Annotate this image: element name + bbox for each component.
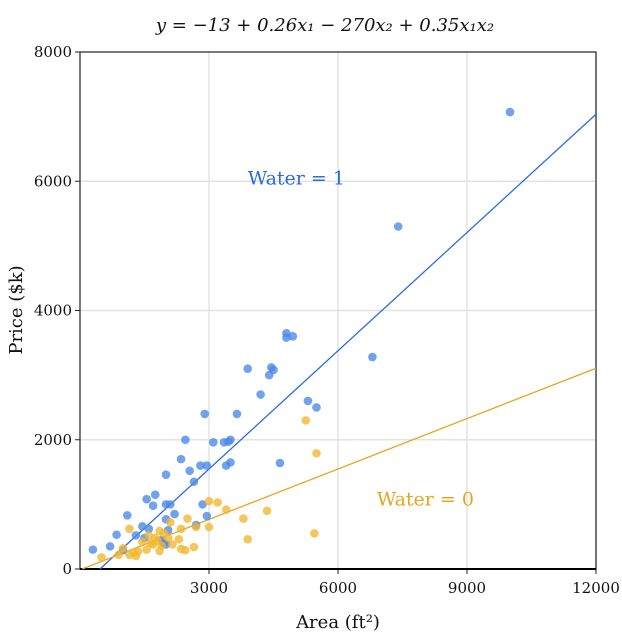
data-point <box>310 529 319 538</box>
series-annotation: Water = 1 <box>248 167 345 189</box>
data-point <box>150 490 160 499</box>
data-point <box>221 461 231 470</box>
data-point <box>301 416 311 425</box>
chart-title: y = −13 + 0.26x₁ − 270x₂ + 0.35x₁x₂ <box>155 15 494 36</box>
data-point <box>183 514 192 523</box>
x-tick-label: 9000 <box>448 579 486 597</box>
data-point <box>174 534 184 544</box>
x-tick-label: 6000 <box>319 579 357 597</box>
data-point <box>393 222 403 231</box>
data-point <box>138 522 147 531</box>
data-point <box>282 333 291 342</box>
data-point <box>146 538 156 548</box>
data-point <box>191 522 201 532</box>
data-point <box>181 545 190 555</box>
data-point <box>176 524 186 534</box>
data-point <box>161 470 171 479</box>
data-point <box>142 545 151 554</box>
fit-line <box>99 113 597 570</box>
data-point <box>288 332 298 341</box>
data-point <box>204 522 214 532</box>
data-point <box>200 409 209 419</box>
data-point <box>189 542 199 552</box>
data-point <box>97 553 106 562</box>
data-point <box>144 531 154 540</box>
x-tick-label: 12000 <box>572 579 620 597</box>
data-point <box>226 435 235 445</box>
data-point <box>368 352 377 362</box>
x-tick-label: 3000 <box>190 579 228 597</box>
data-point <box>303 396 313 406</box>
annotations: Water = 1 Water = 0 <box>248 167 474 510</box>
data-point <box>142 494 151 504</box>
data-point <box>166 518 175 527</box>
x-axis-label: Area (ft²) <box>295 612 380 633</box>
y-tick-label: 0 <box>62 560 72 578</box>
data-point <box>168 540 177 549</box>
data-point <box>118 544 128 553</box>
data-point <box>264 370 274 380</box>
data-point <box>243 364 252 373</box>
data-point <box>312 449 321 458</box>
data-point <box>275 458 285 468</box>
data-point <box>189 477 199 487</box>
data-point <box>204 496 214 506</box>
data-point <box>163 533 173 543</box>
data-point <box>202 461 212 470</box>
data-points <box>88 107 515 562</box>
y-tick-label: 4000 <box>34 302 72 320</box>
data-point <box>185 466 194 476</box>
data-point <box>176 454 186 464</box>
data-point <box>196 461 205 470</box>
data-point <box>105 542 115 551</box>
data-point <box>202 511 212 521</box>
data-point <box>112 530 121 540</box>
data-point <box>131 551 141 561</box>
data-point <box>166 500 175 509</box>
data-point <box>262 506 272 516</box>
data-point <box>221 505 231 514</box>
data-point <box>312 403 321 412</box>
data-point <box>181 435 190 445</box>
data-point <box>198 500 207 509</box>
x-axis-ticks: 3000 6000 9000 12000 <box>80 568 620 597</box>
data-point <box>209 438 218 447</box>
data-point <box>170 509 179 519</box>
data-point <box>125 550 134 560</box>
y-tick-label: 8000 <box>34 43 72 61</box>
data-point <box>138 537 147 547</box>
data-point <box>232 409 242 419</box>
series-annotation: Water = 0 <box>377 489 474 511</box>
data-point <box>114 550 123 560</box>
data-point <box>256 390 265 399</box>
data-point <box>239 514 248 523</box>
data-point <box>131 531 141 540</box>
data-point <box>88 545 98 554</box>
y-tick-label: 2000 <box>34 431 72 449</box>
y-axis-ticks: 0 2000 4000 6000 8000 <box>34 43 80 578</box>
data-point <box>123 511 132 520</box>
y-axis-label: Price ($k) <box>6 265 27 354</box>
data-point <box>243 534 252 544</box>
data-point <box>155 546 164 556</box>
y-tick-label: 6000 <box>34 172 72 190</box>
data-point <box>148 501 158 510</box>
data-point <box>505 107 515 117</box>
data-point <box>213 498 222 507</box>
data-point <box>125 524 134 534</box>
data-point <box>144 524 154 534</box>
